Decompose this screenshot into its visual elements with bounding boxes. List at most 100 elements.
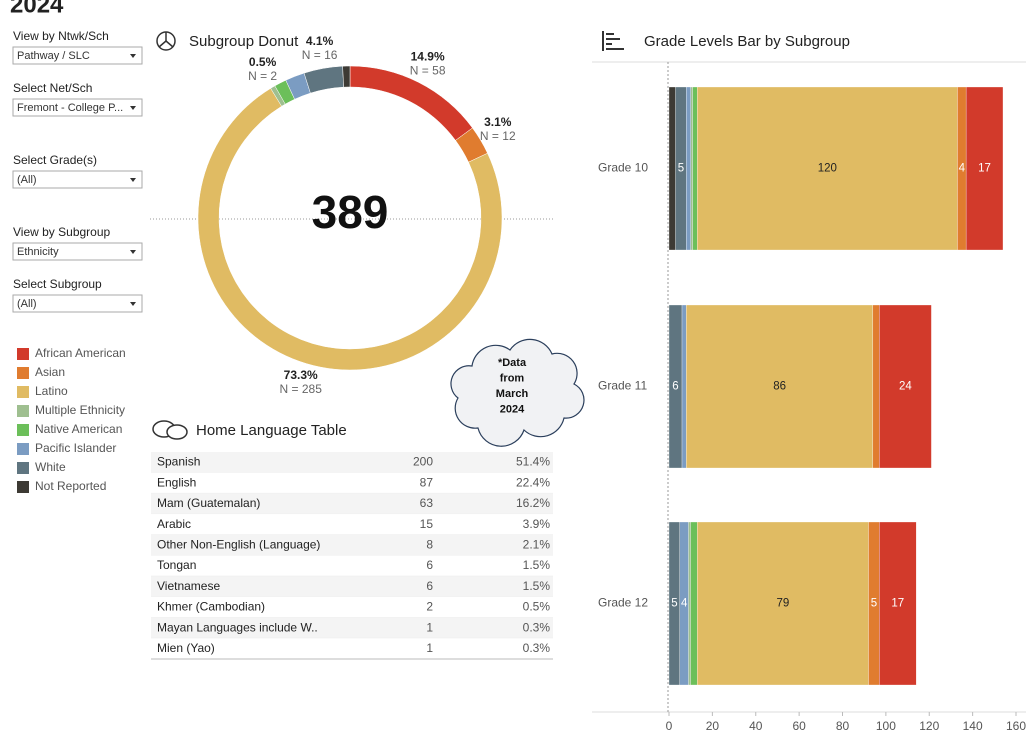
legend-swatch — [17, 462, 29, 474]
legend-swatch — [17, 405, 29, 417]
donut-slice — [303, 65, 344, 94]
legend-swatch — [17, 424, 29, 436]
filter-label: Select Net/Sch — [13, 81, 92, 95]
bar-value-label: 4 — [959, 163, 966, 175]
legend-label: Asian — [35, 365, 65, 379]
bar-segment — [690, 86, 694, 251]
table-cell: Khmer (Cambodian) — [157, 600, 265, 614]
legend-swatch — [17, 367, 29, 379]
percent-label: 14.9% — [411, 50, 445, 64]
legend-swatch — [17, 443, 29, 455]
y-tick-label: Grade 11 — [598, 379, 647, 393]
annotation-cloud — [450, 338, 585, 447]
filter-dropdown[interactable] — [12, 294, 143, 313]
annotation-text: *Data — [498, 357, 527, 369]
filter-value[interactable]: Fremont - College P... — [17, 102, 123, 114]
table-row — [151, 452, 553, 473]
legend-label: Multiple Ethnicity — [35, 403, 125, 417]
x-tick-label: 60 — [792, 719, 806, 733]
percent-label: 4.1% — [306, 34, 334, 48]
table-row — [151, 534, 553, 556]
filter-value[interactable]: Pathway / SLC — [17, 50, 90, 62]
bar-segment — [879, 304, 932, 469]
dropdown-arrow[interactable] — [130, 106, 136, 110]
bar-value-label: 17 — [978, 163, 991, 175]
table-cell: 16.2% — [516, 496, 550, 510]
filter-value[interactable]: Ethnicity — [17, 246, 59, 258]
filter-dropdown[interactable] — [12, 98, 143, 117]
table-cell: 2 — [426, 600, 433, 614]
table-title: Home Language Table — [196, 422, 347, 439]
bar-segment — [692, 86, 698, 251]
percent-label: 73.3% — [284, 368, 318, 382]
table-cell: 1.5% — [523, 558, 551, 572]
legend-label: Not Reported — [35, 479, 106, 493]
table-row — [151, 514, 553, 535]
annotation-text: from — [500, 372, 525, 384]
dropdown-arrow[interactable] — [130, 250, 136, 254]
table-cell: Other Non-English (Language) — [157, 537, 320, 551]
filter-dropdown[interactable] — [12, 242, 143, 261]
legend-swatch — [17, 348, 29, 360]
dropdown-arrow[interactable] — [130, 302, 136, 306]
count-label: N = 12 — [480, 129, 516, 143]
y-tick-label: Grade 10 — [598, 161, 648, 175]
bar-segment — [965, 86, 1004, 251]
count-label: N = 16 — [302, 48, 338, 62]
table-cell: 0.3% — [523, 620, 551, 634]
bar-segment — [686, 304, 874, 469]
table-cell: 1.5% — [523, 579, 551, 593]
dropdown-arrow[interactable] — [130, 54, 136, 58]
table-cell: 0.3% — [523, 641, 551, 655]
bar-icon — [602, 31, 624, 51]
bar-value-label: 24 — [899, 381, 912, 393]
annotation-text: 2024 — [500, 403, 525, 415]
filter-value[interactable]: (All) — [17, 298, 37, 310]
x-tick-label: 160 — [1006, 719, 1026, 733]
legend-label: Latino — [35, 384, 68, 398]
filter-label: View by Ntwk/Sch — [13, 29, 109, 43]
legend-label: Pacific Islander — [35, 441, 116, 455]
donut-icon — [156, 31, 176, 51]
legend-label: African American — [35, 346, 126, 360]
x-tick-label: 40 — [749, 719, 763, 733]
bar-value-label: 5 — [678, 163, 684, 175]
table-cell: 87 — [420, 475, 434, 489]
table-cell: Arabic — [157, 517, 191, 531]
table-cell: 0.5% — [523, 600, 551, 614]
table-cell: Tongan — [157, 558, 196, 572]
chat-icon — [152, 420, 188, 440]
chart-title: Subgroup Donut — [189, 33, 299, 50]
annotation-text: March — [496, 388, 529, 400]
table-cell: Spanish — [157, 455, 200, 469]
filter-value[interactable]: (All) — [17, 174, 37, 186]
dropdown-arrow[interactable] — [130, 178, 136, 182]
donut-slice — [342, 65, 351, 88]
table-cell: Mayan Languages include W.. — [157, 620, 318, 634]
filter-dropdown[interactable] — [12, 170, 143, 189]
bar-value-label: 120 — [818, 163, 837, 175]
table-cell: 1 — [426, 620, 433, 634]
table-cell: 15 — [420, 517, 434, 531]
table-row — [151, 576, 553, 597]
page-title: 2024 — [10, 0, 64, 18]
table-row — [151, 555, 553, 577]
bar-segment — [681, 304, 687, 469]
x-tick-label: 120 — [919, 719, 939, 733]
donut-slice — [197, 88, 503, 371]
table-cell: Mam (Guatemalan) — [157, 496, 260, 510]
count-label: N = 58 — [410, 64, 446, 78]
filter-label: View by Subgroup — [13, 225, 111, 239]
bar-value-label: 17 — [891, 598, 904, 610]
table-cell: Vietnamese — [157, 579, 220, 593]
table-row — [151, 472, 553, 494]
legend-label: White — [35, 460, 66, 474]
bar-segment — [872, 304, 880, 469]
count-label: N = 285 — [280, 382, 323, 396]
filter-dropdown[interactable] — [12, 46, 143, 65]
table-cell: 6 — [426, 579, 433, 593]
bar-segment — [688, 521, 691, 686]
x-tick-label: 0 — [666, 719, 673, 733]
